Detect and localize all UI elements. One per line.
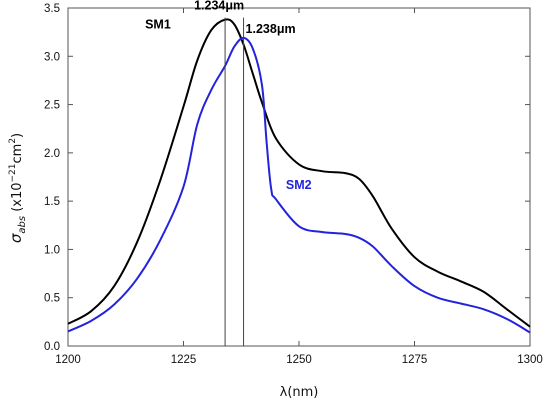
x-tick-label-1225: 1225 [171, 354, 197, 366]
y-axis-title-part3: ) [10, 133, 25, 138]
y-axis-title-part1: (x10 [10, 182, 25, 215]
y-axis-title-part2: cm [10, 144, 25, 164]
x-axis-title: λ(nm) [280, 385, 319, 400]
y-axis-title: σabs (x10−21cm2) [7, 133, 28, 243]
y-axis-title-sub: abs [17, 216, 28, 234]
y-axis-title-sup2: 2 [8, 138, 18, 144]
x-tick-label-1300: 1300 [517, 354, 543, 366]
y-tick-label-2.0: 2.0 [44, 148, 60, 160]
y-tick-label-0.5: 0.5 [44, 293, 60, 305]
series-line-sm1 [67, 18, 531, 328]
y-tick-label-2.5: 2.5 [44, 100, 60, 112]
y-tick-label-3.5: 3.5 [44, 3, 60, 15]
x-tick-label-1200: 1200 [55, 354, 81, 366]
x-tick-label-1250: 1250 [286, 354, 312, 366]
annotation-peak2: 1.238μm [246, 22, 296, 36]
x-tick-label-1275: 1275 [402, 354, 428, 366]
y-tick-label-0.0: 0.0 [44, 341, 60, 353]
series-line-sm2 [67, 36, 531, 334]
y-tick-label-3.0: 3.0 [44, 51, 60, 63]
annotation-sm1: SM1 [145, 18, 171, 32]
plot-frame [67, 7, 531, 347]
annotation-peak1: 1.234μm [194, 0, 244, 13]
y-tick-label-1.0: 1.0 [44, 244, 60, 256]
y-axis-title-sup1: −21 [8, 163, 18, 182]
annotation-sm2: SM2 [286, 178, 312, 192]
y-axis-title-sigma: σ [7, 233, 25, 243]
y-tick-label-1.5: 1.5 [44, 196, 60, 208]
